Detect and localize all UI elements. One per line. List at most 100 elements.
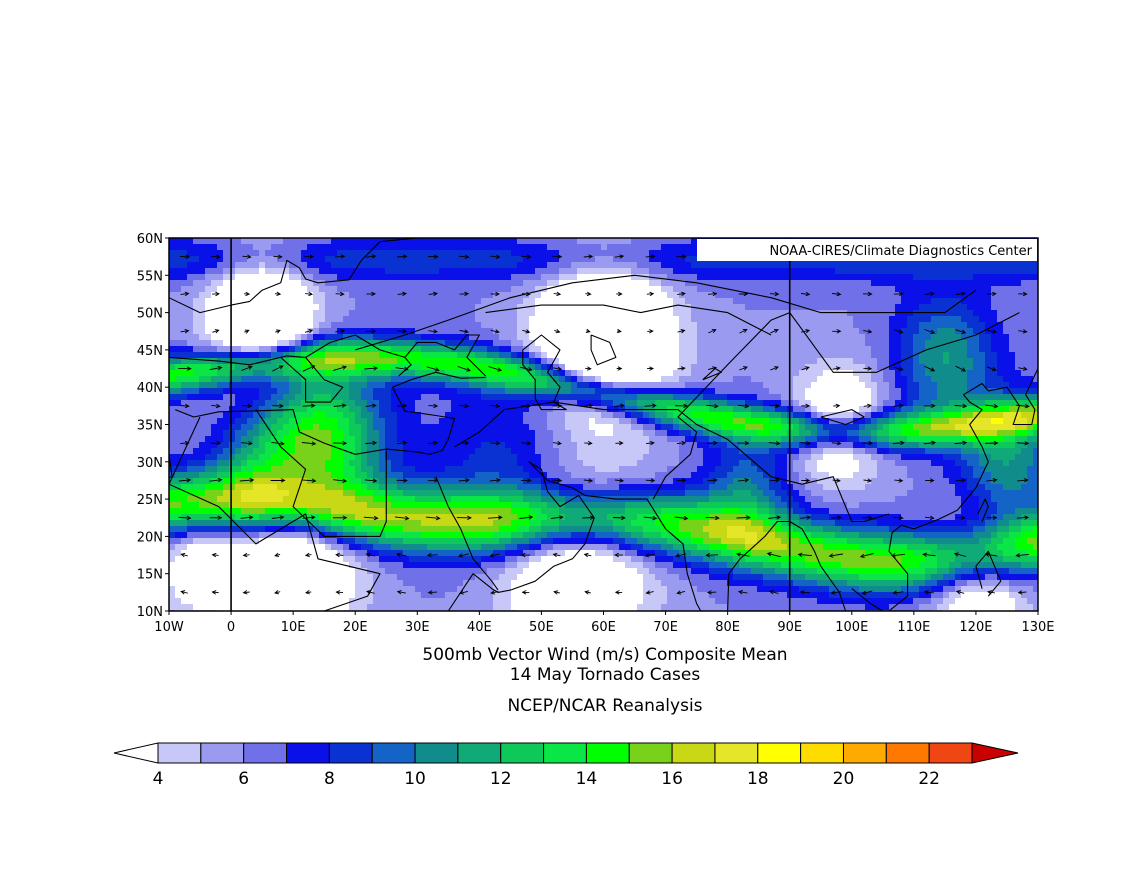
field-cell [547,310,554,317]
field-cell [229,352,236,359]
field-cell [337,466,344,473]
field-cell [427,604,434,611]
field-cell [319,298,326,305]
field-cell [337,286,344,293]
field-cell [577,346,584,353]
field-cell [535,448,542,455]
field-cell [523,268,530,275]
field-cell [259,448,266,455]
field-cell [379,490,386,497]
field-cell [223,580,230,587]
field-cell [373,310,380,317]
field-cell [409,436,416,443]
field-cell [481,508,488,515]
field-cell [379,364,386,371]
field-cell [271,262,278,269]
field-cell [277,460,284,467]
field-cell [475,580,482,587]
field-cell [577,292,584,299]
field-cell [631,262,638,269]
field-cell [313,484,320,491]
field-cell [343,352,350,359]
field-cell [445,334,452,341]
field-cell [253,340,260,347]
field-cell [223,574,230,581]
field-cell [289,466,296,473]
field-cell [595,328,602,335]
field-cell [577,316,584,323]
field-cell [457,592,464,599]
field-cell [319,394,326,401]
field-cell [403,592,410,599]
field-cell [337,502,344,509]
field-cell [421,430,428,437]
field-cell [211,544,218,551]
field-cell [205,418,212,425]
field-cell [607,472,614,479]
field-cell [187,376,194,383]
field-cell [565,568,572,575]
field-cell [169,304,176,311]
field-cell [589,256,596,263]
field-cell [337,238,344,245]
field-cell [607,460,614,467]
field-cell [367,520,374,527]
field-cell [613,556,620,563]
field-cell [625,484,632,491]
field-cell [421,592,428,599]
field-cell [463,268,470,275]
field-cell [295,394,302,401]
field-cell [589,490,596,497]
field-cell [553,436,560,443]
field-cell [475,538,482,545]
field-cell [619,328,626,335]
field-cell [175,490,182,497]
field-cell [355,406,362,413]
field-cell [607,400,614,407]
field-cell [181,268,188,275]
field-cell [601,502,608,509]
field-cell [313,580,320,587]
field-cell [253,556,260,563]
field-cell [373,316,380,323]
field-cell [625,568,632,575]
field-cell [223,412,230,419]
field-cell [211,526,218,533]
field-cell [223,430,230,437]
field-cell [427,532,434,539]
field-cell [577,358,584,365]
field-cell [235,376,242,383]
field-cell [589,532,596,539]
field-cell [223,520,230,527]
field-cell [265,430,272,437]
field-cell [463,442,470,449]
field-cell [403,400,410,407]
field-cell [169,310,176,317]
field-cell [445,430,452,437]
field-cell [289,490,296,497]
field-cell [277,538,284,545]
field-cell [505,604,512,611]
field-cell [313,376,320,383]
field-cell [211,592,218,599]
field-cell [451,526,458,533]
field-cell [487,436,494,443]
field-cell [211,556,218,563]
field-cell [187,280,194,287]
field-cell [451,586,458,593]
field-cell [481,574,488,581]
field-cell [397,262,404,269]
field-cell [271,460,278,467]
field-cell [277,496,284,503]
field-cell [313,532,320,539]
field-cell [169,352,176,359]
field-cell [265,280,272,287]
field-cell [469,556,476,563]
field-cell [523,430,530,437]
field-cell [349,544,356,551]
field-cell [619,334,626,341]
field-cell [517,244,524,251]
field-cell [451,448,458,455]
field-cell [361,280,368,287]
field-cell [505,460,512,467]
